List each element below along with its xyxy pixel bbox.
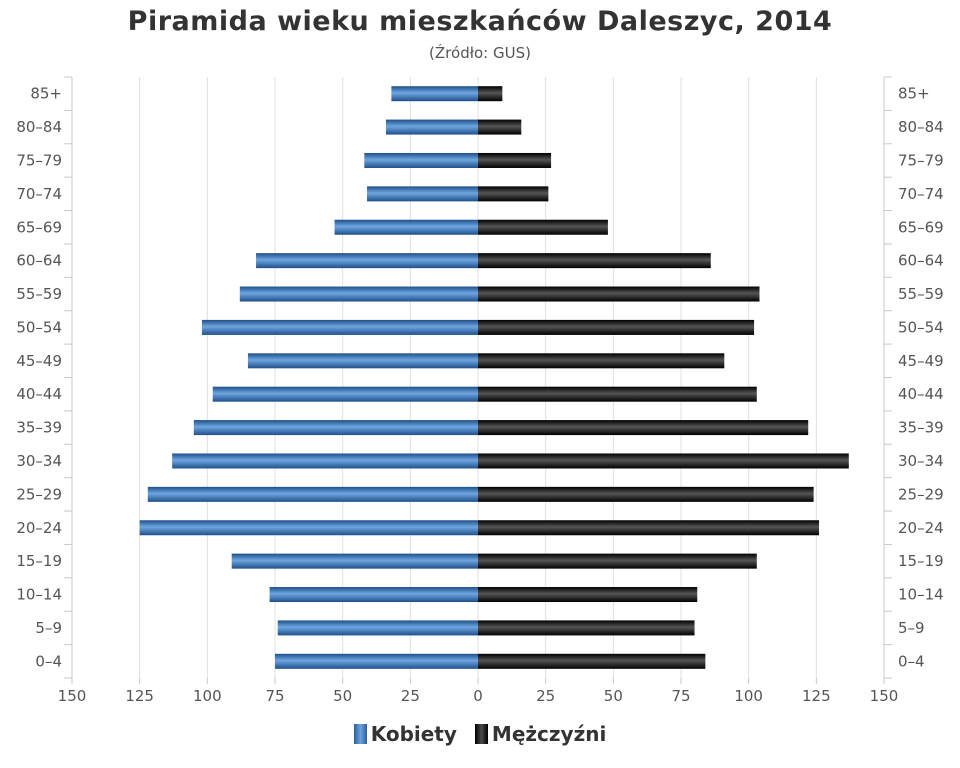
category-label-right: 80–84	[898, 118, 944, 136]
x-tick-label: 25	[536, 687, 555, 705]
bar-women-6[interactable]	[239, 286, 478, 302]
category-label-right: 25–29	[898, 485, 944, 503]
bar-women-2[interactable]	[364, 152, 478, 168]
bar-men-12[interactable]	[478, 486, 814, 502]
bar-women-12[interactable]	[147, 486, 478, 502]
legend-swatch-men	[474, 724, 488, 744]
category-label-left: 40–44	[16, 385, 62, 403]
bar-women-0[interactable]	[391, 86, 478, 102]
x-tick-label: 100	[193, 687, 222, 705]
bar-women-10[interactable]	[193, 420, 479, 436]
bars-layer	[139, 86, 849, 669]
bar-men-7[interactable]	[478, 319, 755, 335]
x-tick-label: 75	[265, 687, 284, 705]
category-label-right: 45–49	[898, 352, 944, 370]
chart-subtitle: (Źródło: GUS)	[429, 44, 531, 62]
bar-men-13[interactable]	[478, 520, 820, 536]
category-label-right: 15–19	[898, 552, 944, 570]
x-tick-label: 50	[604, 687, 623, 705]
x-tick-label: 125	[802, 687, 831, 705]
category-label-left: 75–79	[16, 151, 62, 169]
legend-item-men[interactable]: Mężczyźni	[474, 722, 607, 746]
bar-women-13[interactable]	[139, 520, 478, 536]
x-tick-label: 125	[125, 687, 154, 705]
category-label-left: 10–14	[16, 586, 62, 604]
category-label-left: 60–64	[16, 252, 62, 270]
bar-women-8[interactable]	[247, 353, 478, 369]
category-label-left: 30–34	[16, 452, 62, 470]
category-label-left: 45–49	[16, 352, 62, 370]
x-tick-label: 50	[333, 687, 352, 705]
legend-label-men: Mężczyźni	[491, 722, 607, 746]
bar-men-6[interactable]	[478, 286, 760, 302]
category-label-right: 60–64	[898, 252, 944, 270]
bar-women-5[interactable]	[256, 253, 478, 269]
x-tick-label: 150	[58, 687, 87, 705]
bar-men-4[interactable]	[478, 219, 608, 235]
bar-men-17[interactable]	[478, 653, 706, 669]
category-label-right: 30–34	[898, 452, 944, 470]
bar-women-3[interactable]	[367, 186, 478, 202]
bar-women-14[interactable]	[231, 553, 478, 569]
legend: Kobiety Mężczyźni	[0, 722, 960, 746]
bar-women-7[interactable]	[201, 319, 479, 335]
bar-men-8[interactable]	[478, 353, 725, 369]
category-label-left: 25–29	[16, 485, 62, 503]
category-label-right: 50–54	[898, 318, 944, 336]
x-tick-label: 25	[401, 687, 420, 705]
category-label-left: 85+	[30, 85, 62, 103]
category-label-right: 65–69	[898, 218, 944, 236]
bar-men-0[interactable]	[478, 86, 503, 102]
category-label-left: 15–19	[16, 552, 62, 570]
x-tick-label: 100	[734, 687, 763, 705]
category-label-left: 35–39	[16, 419, 62, 437]
category-label-left: 70–74	[16, 185, 62, 203]
bar-women-9[interactable]	[212, 386, 478, 402]
bar-men-11[interactable]	[478, 453, 849, 469]
category-label-left: 55–59	[16, 285, 62, 303]
axis-layer: 150 125 100 75 50 25 0 25 50 75 100 125 150 85+ 85+ 80–…	[16, 76, 944, 705]
bar-men-1[interactable]	[478, 119, 522, 135]
category-label-right: 70–74	[898, 185, 944, 203]
bar-men-16[interactable]	[478, 620, 695, 636]
category-label-right: 0–4	[898, 652, 925, 670]
category-label-right: 55–59	[898, 285, 944, 303]
category-label-left: 5–9	[35, 619, 62, 637]
category-label-right: 75–79	[898, 151, 944, 169]
x-tick-label: 150	[870, 687, 899, 705]
legend-swatch-women	[353, 724, 367, 744]
category-label-right: 5–9	[898, 619, 925, 637]
bar-men-9[interactable]	[478, 386, 757, 402]
category-label-right: 40–44	[898, 385, 944, 403]
bar-women-1[interactable]	[385, 119, 478, 135]
bar-men-5[interactable]	[478, 253, 711, 269]
category-label-left: 50–54	[16, 318, 62, 336]
category-label-right: 10–14	[898, 586, 944, 604]
category-label-left: 20–24	[16, 519, 62, 537]
category-label-right: 35–39	[898, 419, 944, 437]
chart-title: Piramida wieku mieszkańców Daleszyc, 201…	[127, 6, 833, 37]
bar-women-15[interactable]	[269, 587, 478, 603]
legend-label-women: Kobiety	[370, 722, 457, 746]
x-tick-label: 0	[473, 687, 483, 705]
legend-item-women[interactable]: Kobiety	[353, 722, 457, 746]
x-tick-label: 75	[671, 687, 690, 705]
bar-men-15[interactable]	[478, 587, 698, 603]
bar-men-3[interactable]	[478, 186, 549, 202]
category-label-left: 80–84	[16, 118, 62, 136]
category-label-left: 65–69	[16, 218, 62, 236]
category-label-right: 85+	[898, 85, 930, 103]
category-label-right: 20–24	[898, 519, 944, 537]
category-label-left: 0–4	[35, 652, 62, 670]
bar-men-2[interactable]	[478, 152, 552, 168]
bar-women-4[interactable]	[334, 219, 478, 235]
bar-men-14[interactable]	[478, 553, 757, 569]
bar-men-10[interactable]	[478, 420, 809, 436]
bar-women-16[interactable]	[277, 620, 478, 636]
bar-women-17[interactable]	[275, 653, 478, 669]
bar-women-11[interactable]	[172, 453, 478, 469]
